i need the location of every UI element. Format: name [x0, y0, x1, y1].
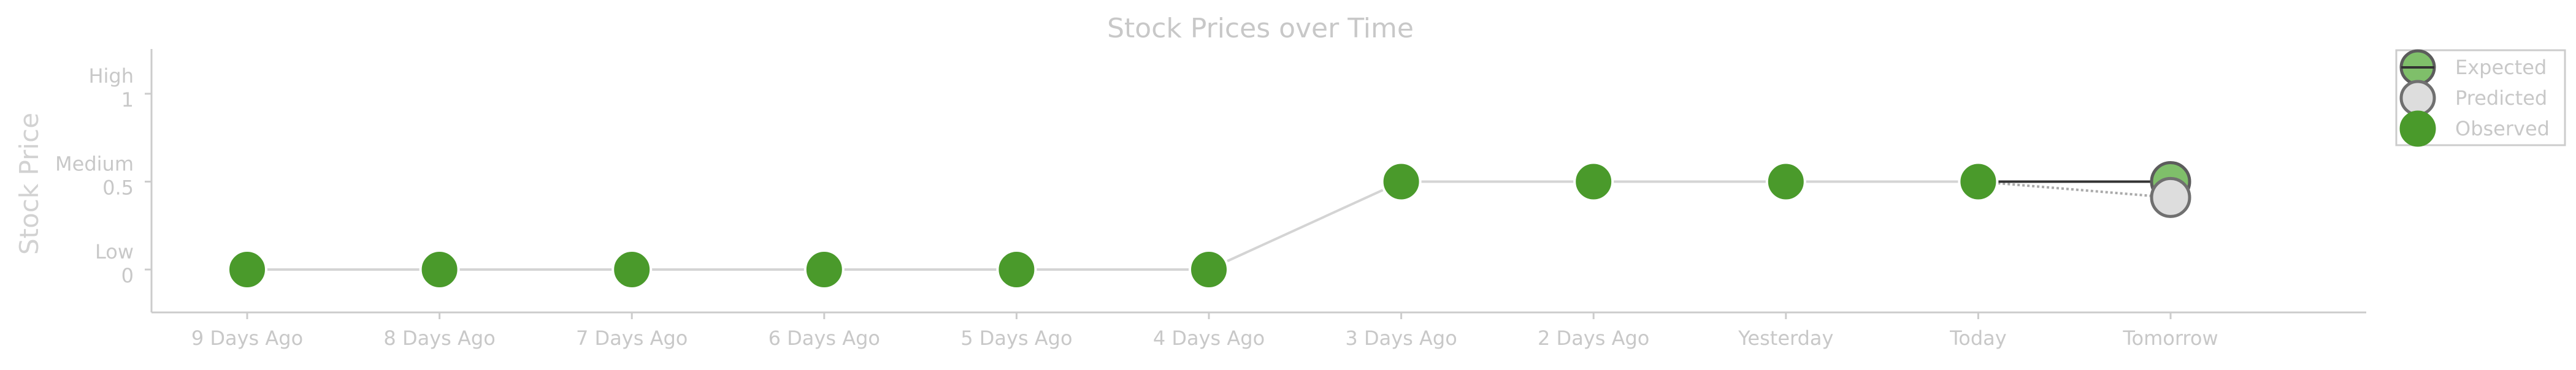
y-tick-value: 1 [121, 88, 134, 111]
observed-point [1573, 161, 1614, 202]
legend: Expected Predicted Observed [2395, 49, 2566, 147]
legend-label-observed: Observed [2455, 117, 2550, 140]
x-tick-label: 6 Days Ago [769, 327, 880, 350]
x-tick-label: Tomorrow [2122, 327, 2218, 350]
x-axis-ticks: 9 Days Ago 8 Days Ago 7 Days Ago 6 Days Ago… [191, 312, 2218, 350]
y-tick-label: Medium [55, 153, 134, 176]
observed-point [803, 249, 845, 290]
series-lines [247, 180, 2171, 271]
legend-marker-predicted [2399, 80, 2436, 116]
x-tick-label: 3 Days Ago [1345, 327, 1457, 350]
y-tick-label: High [88, 64, 134, 88]
x-tick-label: Today [1949, 327, 2007, 350]
observed-point [1189, 249, 1229, 290]
observed-point [996, 249, 1037, 290]
legend-label-predicted: Predicted [2455, 86, 2547, 110]
legend-label-expected: Expected [2455, 56, 2547, 79]
observed-point [1958, 161, 1999, 202]
x-tick-label: 4 Days Ago [1153, 327, 1265, 350]
y-tick-value: 0.5 [102, 176, 134, 200]
predicted-point [2150, 176, 2191, 218]
series-points [227, 161, 2191, 290]
observed-point [419, 249, 460, 290]
predicted-line [1978, 180, 2171, 199]
x-tick-label: 9 Days Ago [191, 327, 303, 350]
observed-point [1381, 161, 1422, 202]
x-tick-label: 2 Days Ago [1538, 327, 1649, 350]
x-tick-label: 5 Days Ago [960, 327, 1072, 350]
x-tick-label: 8 Days Ago [383, 327, 495, 350]
x-tick-label: 7 Days Ago [576, 327, 688, 350]
observed-point [611, 249, 653, 290]
observed-line [247, 180, 1979, 271]
y-axis-label: Stock Price [14, 113, 44, 255]
chart-title: Stock Prices over Time [1107, 13, 1414, 44]
x-tick-label: Yesterday [1738, 327, 1833, 350]
y-tick-label: Low [95, 240, 134, 263]
legend-marker-observed [2399, 110, 2436, 147]
observed-point [1765, 161, 1806, 202]
y-tick-value: 0 [121, 264, 134, 287]
observed-point [227, 249, 267, 290]
